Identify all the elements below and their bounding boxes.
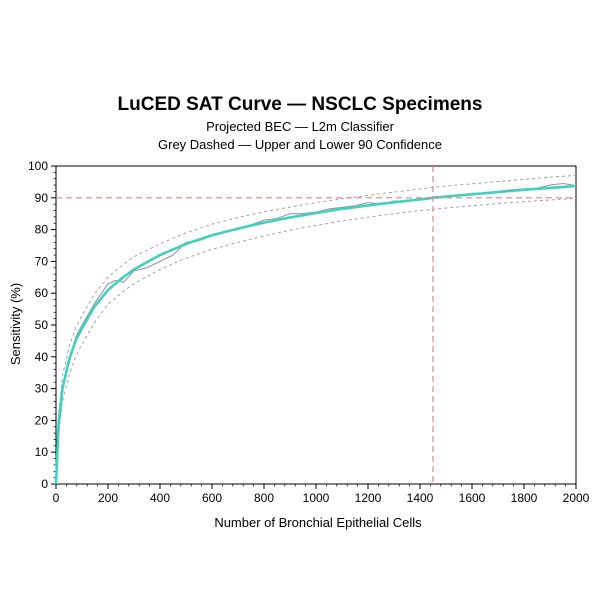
chart-confidence-note: Grey Dashed — Upper and Lower 90 Confide… [158,137,442,152]
x-tick-label: 1400 [407,491,434,505]
y-tick-label: 90 [35,191,49,205]
y-tick-label: 0 [41,477,48,491]
x-tick-label: 1000 [303,491,330,505]
x-tick-label: 1200 [355,491,382,505]
series-line-fitted-sat-curve [54,184,577,485]
y-axis-label: Sensitivity (%) [8,283,23,365]
chart-subtitle: Projected BEC — L2m Classifier [206,119,394,134]
x-tick-label: 800 [254,491,274,505]
chart-title: LuCED SAT Curve — NSCLC Specimens [117,94,483,115]
x-tick-label: 1600 [459,491,486,505]
y-tick-label: 40 [35,350,49,364]
x-axis-label: Number of Bronchial Epithelial Cells [214,515,422,530]
y-tick-label: 60 [35,286,49,300]
series-line-upper-90-confidence [55,175,577,485]
series-line-observed [55,182,574,485]
x-tick-label: 0 [53,491,60,505]
x-tick-label: 1800 [511,491,538,505]
y-tick-label: 100 [28,159,48,173]
y-tick-label: 70 [35,254,49,268]
x-tick-label: 400 [150,491,170,505]
x-tick-label: 600 [202,491,222,505]
y-tick-label: 20 [35,413,49,427]
y-tick-label: 80 [35,223,49,237]
y-tick-label: 50 [35,318,49,332]
y-tick-label: 30 [35,382,49,396]
y-tick-label: 10 [35,445,49,459]
series-line-lower-90-confidence [55,197,577,485]
x-tick-label: 2000 [563,491,590,505]
x-tick-label: 200 [98,491,118,505]
